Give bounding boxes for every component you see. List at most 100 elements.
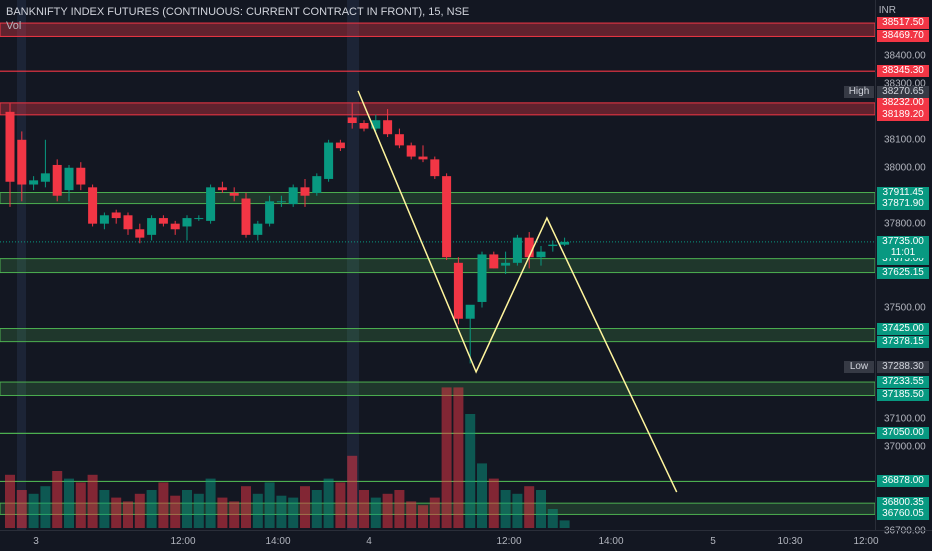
zone-red (0, 102, 875, 116)
volume-bar (52, 471, 63, 528)
price-level-tag[interactable]: 38345.30 (877, 65, 929, 78)
candle-body (158, 218, 168, 224)
volume-indicator-label[interactable]: Vol (6, 20, 22, 32)
price-tick-label: 36700.00 (884, 525, 926, 537)
candle-body (512, 237, 522, 263)
candle-body (194, 218, 204, 220)
volume-bar (264, 482, 275, 528)
volume-bar (347, 455, 358, 528)
volume-bar (64, 478, 74, 528)
last-price-tag[interactable]: 37735.00 11:01 (877, 235, 929, 258)
candle-body (52, 164, 62, 196)
price-tick-label: 38000.00 (884, 162, 926, 174)
candle-body (453, 262, 463, 319)
volume-bar (241, 486, 251, 528)
volume-bar (418, 505, 428, 528)
chart-canvas[interactable] (0, 0, 875, 530)
time-axis[interactable]: 3 12:00 14:00 4 12:00 14:00 5 10:30 12:00 (0, 530, 932, 551)
volume-bar (170, 495, 181, 528)
price-tick-label: 38300.00 (884, 78, 926, 90)
zone-green (0, 381, 875, 396)
volume-bar (300, 486, 310, 528)
candle-body (347, 117, 357, 124)
price-level-tag[interactable]: 38517.50 (877, 17, 929, 30)
symbol-title[interactable]: BANKNIFTY INDEX FUTURES (CONTINUOUS: CUR… (6, 6, 470, 18)
volume-bar (99, 490, 110, 528)
volume-bar (311, 490, 322, 528)
price-level-tag[interactable]: 37625.15 (877, 266, 929, 279)
low-label: Low (844, 360, 874, 373)
bar-countdown: 11:01 (890, 246, 916, 258)
volume-bar (370, 497, 381, 528)
price-level-tag[interactable]: 36878.00 (877, 475, 929, 488)
volume-bar (323, 478, 334, 528)
candle-body (359, 123, 369, 129)
candle-body (99, 215, 109, 224)
chart-area[interactable] (0, 0, 875, 530)
volume-bar (111, 497, 122, 528)
last-price-value: 37735.00 (882, 235, 924, 247)
price-level-tag[interactable]: 37378.15 (877, 335, 929, 348)
candle-body (300, 187, 310, 196)
zone-red (0, 22, 875, 37)
volume-bar (28, 493, 39, 528)
candle-body (383, 120, 393, 135)
candle-body (40, 173, 50, 182)
candle-body (276, 201, 286, 203)
time-tick-label: 14:00 (265, 536, 291, 547)
candle-body (135, 229, 145, 238)
price-tick-label: 37800.00 (884, 218, 926, 230)
time-tick-label: 10:30 (777, 536, 803, 547)
price-level-tag[interactable]: 37871.90 (877, 197, 929, 210)
volume-bar (16, 490, 27, 528)
high-price-tag[interactable]: 38270.65 (877, 86, 929, 99)
volume-bar (276, 495, 287, 528)
candle-body (524, 237, 534, 258)
candle-body (206, 187, 216, 221)
volume-bar (559, 520, 570, 528)
candle-body (88, 187, 98, 224)
candle-body (123, 215, 133, 230)
candle-body (229, 192, 239, 196)
volume-bar (536, 490, 546, 528)
volume-bar (193, 493, 204, 528)
volume-bar (382, 493, 393, 528)
volume-bar (453, 387, 464, 528)
candle-body (76, 167, 86, 185)
candle-body (418, 156, 428, 160)
price-level-tag[interactable]: 37233.55 (877, 376, 929, 389)
chart-header: BANKNIFTY INDEX FUTURES (CONTINUOUS: CUR… (6, 5, 469, 33)
price-level-tag[interactable]: 37425.00 (877, 322, 929, 335)
price-level-tag[interactable]: 36760.05 (877, 508, 929, 521)
price-level-tag[interactable]: 38469.70 (877, 30, 929, 43)
volume-bar (252, 493, 263, 528)
time-tick-label: 12:00 (170, 536, 196, 547)
volume-bar (547, 509, 558, 528)
volume-bar (134, 493, 145, 528)
price-tick-label: 37100.00 (884, 413, 926, 425)
currency-label: INR (878, 5, 896, 16)
time-tick-label: 4 (366, 536, 372, 547)
price-level-tag[interactable]: 37050.00 (877, 427, 929, 440)
price-level-tag[interactable]: 36800.35 (877, 497, 929, 510)
volume-bar (40, 486, 51, 528)
low-price-tag[interactable]: 37288.30 (877, 360, 929, 373)
candle-body (548, 244, 558, 247)
volume-bar (488, 478, 499, 528)
price-level-tag[interactable]: 37185.50 (877, 389, 929, 402)
time-tick-label: 3 (33, 536, 39, 547)
price-level-tag[interactable]: 38189.20 (877, 108, 929, 121)
candle-body (241, 198, 251, 235)
volume-bar (512, 493, 523, 528)
price-level-tag[interactable]: 38232.00 (877, 96, 929, 109)
candle-body (394, 134, 404, 146)
candle-body (442, 176, 452, 258)
time-tick-label: 14:00 (598, 536, 624, 547)
volume-bar (205, 478, 216, 528)
price-level-tag[interactable]: 37911.45 (877, 186, 929, 199)
candle-body (111, 212, 121, 219)
session-break-marker (347, 0, 359, 530)
volume-bar (75, 482, 86, 528)
price-tick-label: 38400.00 (884, 50, 926, 62)
price-scale[interactable]: 38400.00 38300.00 38100.00 38000.00 37800.00… (844, 0, 932, 537)
